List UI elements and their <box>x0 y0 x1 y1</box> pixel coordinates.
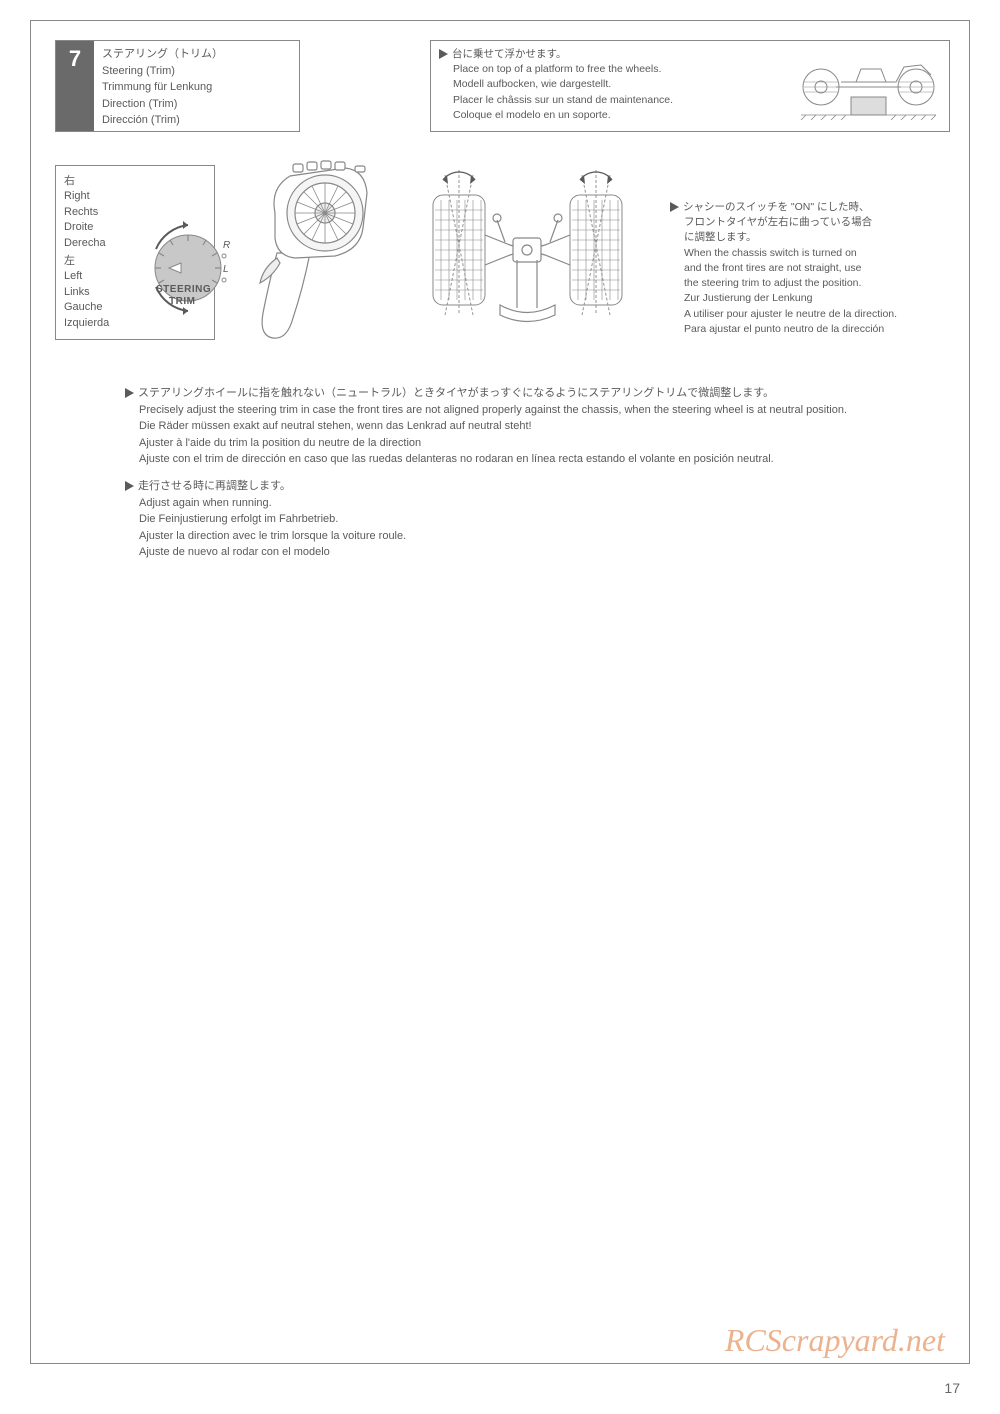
controller-illustration <box>215 158 385 348</box>
chassis-de: Zur Justierung der Lenkung <box>684 291 812 306</box>
platform-jp: 台に乗せて浮かせます。 <box>452 48 566 60</box>
chassis-jp2: フロントタイヤが左右に曲っている場合 <box>684 215 872 230</box>
instr1-de: Die Räder müssen exakt auf neutral stehe… <box>139 418 532 435</box>
left-jp: 左 <box>64 254 109 269</box>
platform-text: 台に乗せて浮かせます。 Place on top of a platform t… <box>439 47 796 125</box>
chassis-fr: A utiliser pour ajuster le neutre de la … <box>684 307 897 322</box>
platform-note: 台に乗せて浮かせます。 Place on top of a platform t… <box>430 40 950 132</box>
bullet-icon <box>125 481 134 491</box>
bullet-icon <box>439 49 448 59</box>
chassis-en2: and the front tires are not straight, us… <box>684 261 861 276</box>
instr1-fr: Ajuster à l'aide du trim la position du … <box>139 435 421 452</box>
instruction-block-2: 走行させる時に再調整します。 Adjust again when running… <box>125 478 945 561</box>
instr1-en: Precisely adjust the steering trim in ca… <box>139 402 847 419</box>
step-title-en: Steering (Trim) <box>102 63 223 80</box>
step-header: 7 ステアリング（トリム） Steering (Trim) Trimmung f… <box>55 40 300 132</box>
right-de: Rechts <box>64 205 206 220</box>
page-number: 17 <box>944 1380 960 1396</box>
instr2-fr: Ajuster la direction avec le trim lorsqu… <box>139 528 406 545</box>
step-title-es: Dirección (Trim) <box>102 112 223 129</box>
left-de: Links <box>64 285 109 300</box>
platform-en: Place on top of a platform to free the w… <box>453 62 661 77</box>
chassis-text: シャシーのスイッチを "ON" にした時、 フロントタイヤが左右に曲っている場合… <box>670 200 950 337</box>
left-en: Left <box>64 269 109 284</box>
car-on-stand-illustration <box>796 47 941 125</box>
watermark: RCScrapyard.net <box>725 1322 945 1359</box>
platform-de: Modell aufbocken, wie dargestellt. <box>453 77 611 92</box>
step-number: 7 <box>56 41 94 131</box>
right-en: Right <box>64 189 206 204</box>
left-fr: Gauche <box>64 300 109 315</box>
instr2-es: Ajuste de nuevo al rodar con el modelo <box>139 544 330 561</box>
step-title-de: Trimmung für Lenkung <box>102 79 223 96</box>
chassis-en1: When the chassis switch is turned on <box>684 246 857 261</box>
chassis-jp1: シャシーのスイッチを "ON" にした時、 <box>683 201 870 213</box>
step-titles: ステアリング（トリム） Steering (Trim) Trimmung für… <box>94 41 231 131</box>
chassis-es: Para ajustar el punto neutro de la direc… <box>684 322 884 337</box>
platform-es: Coloque el modelo en un soporte. <box>453 108 611 123</box>
chassis-front-illustration <box>405 160 650 340</box>
dial-left-labels: 左 Left Links Gauche Izquierda <box>64 254 109 331</box>
instr2-de: Die Feinjustierung erfolgt im Fahrbetrie… <box>139 511 338 528</box>
instruction-block-1: ステアリングホイールに指を触れない（ニュートラル）ときタイヤがまっすぐになるよう… <box>125 385 945 468</box>
left-es: Izquierda <box>64 316 109 331</box>
chassis-en3: the steering trim to adjust the position… <box>684 276 861 291</box>
dial-box: 右 Right Rechts Droite Derecha <box>55 165 215 340</box>
instr2-jp: 走行させる時に再調整します。 <box>138 480 291 492</box>
instr1-es: Ajuste con el trim de dirección en caso … <box>139 451 774 468</box>
trim-dial-illustration: R L STEERING TRIM <box>141 221 216 296</box>
right-jp: 右 <box>64 174 206 189</box>
bullet-icon <box>125 388 134 398</box>
dial-trim-label-2: TRIM <box>169 295 195 309</box>
step-title-fr: Direction (Trim) <box>102 96 223 113</box>
instr2-en: Adjust again when running. <box>139 495 272 512</box>
platform-fr: Placer le châssis sur un stand de mainte… <box>453 93 673 108</box>
step-title-jp: ステアリング（トリム） <box>102 46 223 63</box>
chassis-jp3: に調整します。 <box>684 230 756 245</box>
bullet-icon <box>670 202 679 212</box>
instr1-jp: ステアリングホイールに指を触れない（ニュートラル）ときタイヤがまっすぐになるよう… <box>138 387 774 399</box>
